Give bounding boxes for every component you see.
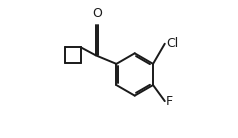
Text: F: F [166,95,173,108]
Text: O: O [92,7,102,20]
Text: Cl: Cl [166,37,178,50]
